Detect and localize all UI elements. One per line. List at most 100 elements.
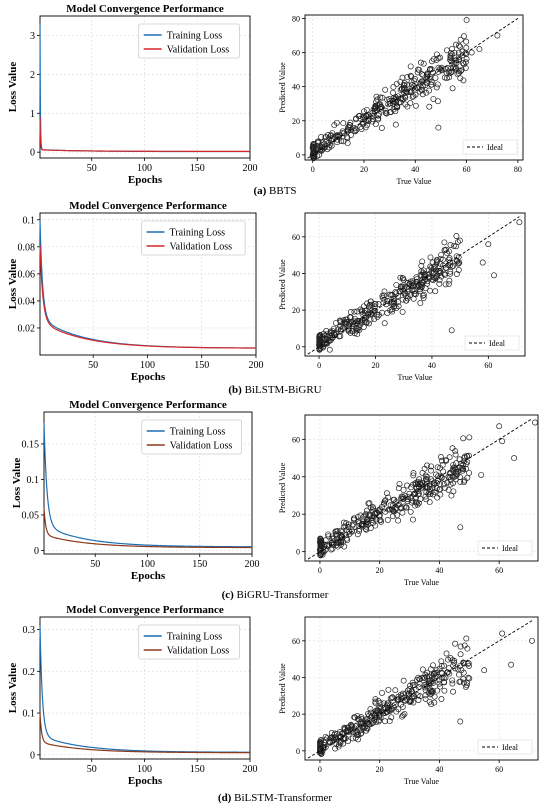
scatter-point-91: [371, 316, 378, 323]
x-tick-label-3: 60: [463, 165, 471, 174]
series-line-1: [39, 117, 250, 152]
x-tick-label-1: 20: [360, 165, 368, 174]
scatter-point-265: [375, 698, 382, 704]
scatter-point-264: [452, 451, 459, 458]
scatter-point-268: [440, 262, 447, 269]
y-tick-label-3: 60: [292, 49, 300, 58]
scatter-point-248: [436, 680, 443, 687]
scatter-point-291: [421, 681, 428, 688]
scatter-point-222: [388, 705, 395, 712]
scatter-point-93: [460, 33, 467, 40]
scatter-point-136: [310, 155, 317, 162]
scatter-point-30: [358, 126, 365, 132]
scatter-point-154: [379, 94, 386, 101]
scatter-point-336: [321, 332, 328, 339]
scatter-point-292: [411, 682, 418, 689]
x-tick-label-3: 200: [243, 163, 258, 174]
scatter-point-107: [367, 304, 374, 311]
scatter-point-332: [418, 86, 425, 93]
scatter-point-353: [434, 257, 440, 263]
scatter-point-351: [399, 308, 406, 315]
scatter-point-185: [422, 671, 429, 678]
y-tick-label-3: 60: [292, 435, 300, 444]
scatter-point-287: [347, 726, 353, 733]
scatter-point-362: [511, 455, 518, 462]
scatter-point-327: [385, 686, 392, 693]
y-tick-label-0: 0.02: [18, 323, 36, 334]
scatter-point-263: [352, 116, 359, 123]
scatter-point-275: [447, 470, 454, 477]
scatter-point-363: [499, 438, 506, 445]
scatter-point-333: [329, 545, 336, 552]
scatter-point-110: [437, 454, 444, 460]
scatter-point-50: [452, 640, 459, 647]
scatter-point-310: [438, 64, 445, 71]
scatter-point-266: [345, 327, 352, 334]
scatter-point-209: [438, 696, 445, 702]
scatter-point-319: [326, 337, 333, 344]
scatter-point-38: [426, 103, 433, 110]
scatter-point-279: [370, 519, 377, 526]
scatter-point-147: [357, 124, 364, 131]
scatter-point-119: [436, 280, 443, 287]
scatter-point-357: [436, 270, 443, 277]
scatter-point-288: [393, 80, 400, 87]
scatter-point-138: [368, 301, 375, 308]
scatter-point-329: [419, 258, 426, 265]
y-axis-label: Loss Value: [11, 458, 23, 509]
scatter-point-291: [409, 93, 416, 100]
scatter-point-277: [410, 281, 417, 288]
scatter-point-115: [446, 255, 453, 262]
scatter-point-308: [446, 70, 453, 77]
scatter-point-360: [485, 241, 492, 248]
chart-title: Model Convergence Performance: [69, 200, 227, 212]
legend-label-0: Training Loss: [167, 31, 223, 42]
scatter-point-199: [345, 731, 352, 738]
scatter-point-219: [367, 706, 374, 713]
legend: Training Loss Validation Loss: [141, 220, 246, 256]
scatter-point-126: [436, 277, 443, 284]
scatter-point-181: [427, 254, 434, 261]
scatter-point-262: [443, 246, 450, 253]
scatter-point-307: [426, 482, 433, 489]
scatter-point-258: [399, 509, 406, 516]
scatter-point-340: [414, 501, 421, 508]
scatter-point-165: [422, 472, 429, 479]
x-axis-label: True Value: [398, 373, 433, 382]
scatter-point-339: [382, 705, 389, 712]
scatter-point-140: [455, 54, 462, 61]
scatter-point-297: [458, 460, 465, 467]
scatter-point-209: [340, 120, 347, 127]
y-tick-label-0: 0: [296, 151, 300, 160]
scatter-point-364: [481, 667, 488, 674]
x-axis-label: True Value: [404, 777, 439, 786]
scatter-point-123: [347, 119, 354, 126]
scatter-point-147: [444, 669, 451, 676]
scatter-point-105: [447, 52, 454, 59]
scatter-point-135: [449, 445, 456, 452]
scatter-point-159: [455, 267, 462, 273]
scatter-point-304: [397, 86, 404, 93]
scatter-point-57: [349, 521, 356, 528]
x-tick-label-0: 50: [87, 163, 97, 174]
scatter-point-337: [443, 457, 450, 464]
scatter-point-342: [350, 321, 357, 327]
scatter-point-289: [395, 303, 402, 310]
scatter-point-216: [454, 71, 461, 78]
scatter-point-236: [410, 699, 417, 706]
scatter-point-286: [434, 464, 441, 471]
scatter-point-289: [459, 466, 466, 473]
scatter-point-117: [322, 537, 329, 544]
scatter-point-26: [318, 737, 324, 743]
scatter-point-326: [440, 468, 447, 475]
legend-label: Ideal: [487, 143, 504, 152]
scatter-point-257: [404, 482, 411, 489]
scatter-point-228: [403, 88, 410, 95]
scatter-point-234: [376, 517, 383, 524]
scatter-point-283: [398, 493, 405, 500]
scatter-point-301: [325, 140, 332, 146]
y-tick-label-4: 80: [292, 14, 300, 23]
scatter-point-334: [453, 60, 460, 67]
scatter-point-319: [407, 72, 414, 79]
scatter-point-264: [443, 650, 450, 657]
